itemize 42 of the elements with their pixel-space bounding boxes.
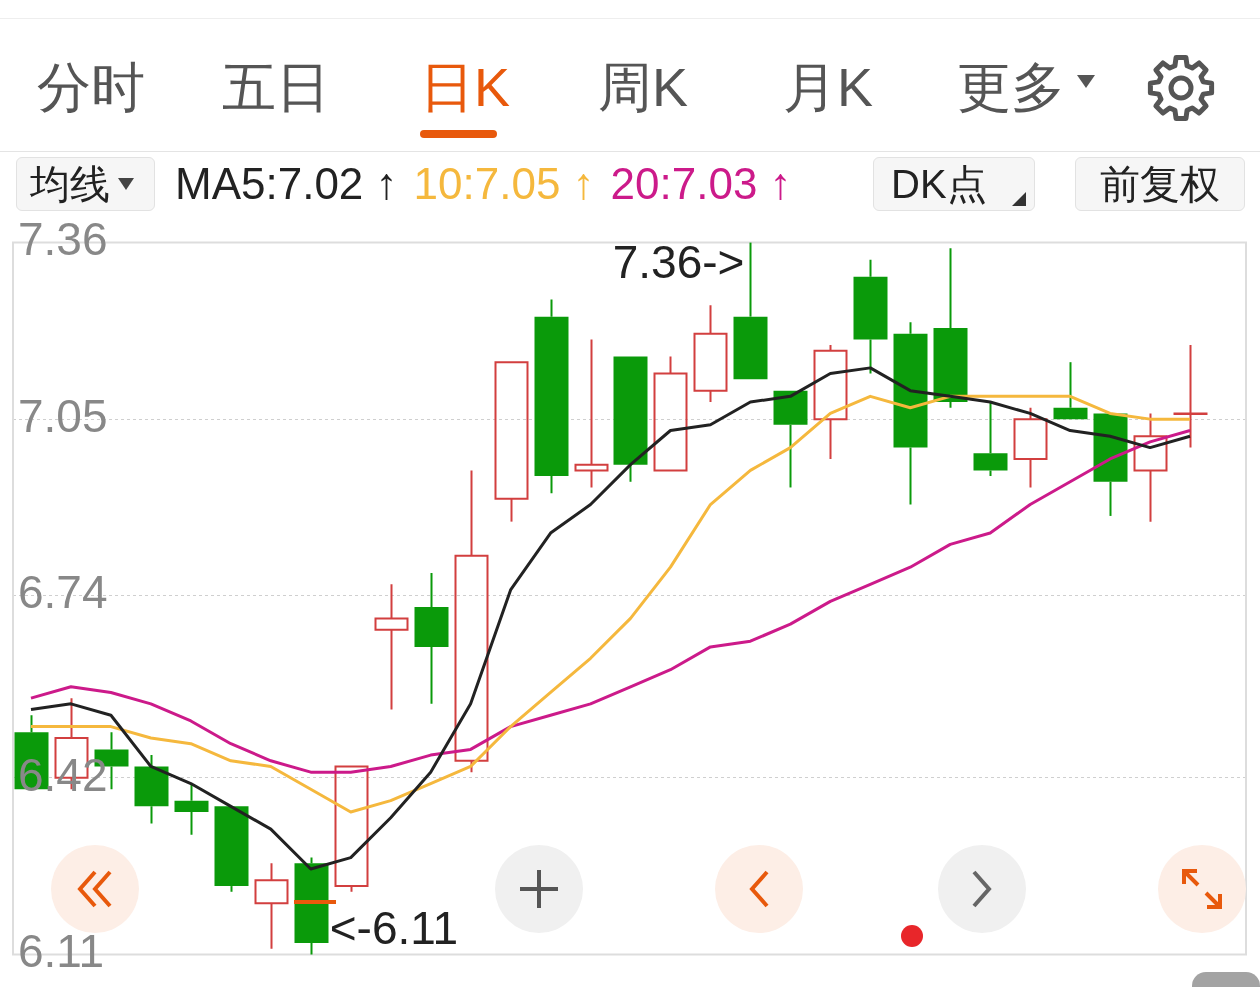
dropdown-button: 均线 xyxy=(16,157,155,211)
candlestick xyxy=(1133,412,1168,523)
tab-label: 周K xyxy=(598,58,689,116)
candlestick xyxy=(853,258,888,375)
candlestick xyxy=(613,356,648,483)
candlestick xyxy=(534,298,569,495)
text: MA5:7.02 ↑ xyxy=(175,159,398,209)
candlestick xyxy=(1173,344,1208,449)
candlestick xyxy=(334,765,369,893)
candlestick xyxy=(653,355,688,472)
tab-label: 分时 xyxy=(37,58,145,116)
candlestick xyxy=(294,856,329,956)
candlestick xyxy=(813,344,848,460)
tab-label: 更多 xyxy=(957,58,1065,116)
candlestick xyxy=(693,304,728,404)
candlestick xyxy=(374,583,409,711)
text: 10:7.05 ↑ xyxy=(413,159,595,209)
tab-label: 日K xyxy=(420,58,511,116)
annotation: 7.36-> xyxy=(612,236,745,289)
candlestick xyxy=(214,806,249,893)
tab-label: 五日 xyxy=(222,58,330,116)
adjustment-button: 前复权 xyxy=(1075,157,1245,211)
candlestick xyxy=(254,862,289,950)
tab-label: 月K xyxy=(783,58,874,116)
y-tick-label: 6.74 xyxy=(18,566,108,619)
candlestick xyxy=(414,571,449,705)
candlestick xyxy=(494,361,529,523)
candlestick xyxy=(134,754,169,825)
candlestick xyxy=(454,469,489,774)
candlestick xyxy=(574,338,609,489)
option-button: DK点 xyxy=(873,157,1035,211)
candlestick xyxy=(773,390,808,489)
y-tick-label: 7.05 xyxy=(18,389,108,442)
candlestick xyxy=(893,321,928,506)
candlestick xyxy=(973,401,1008,478)
candlestick xyxy=(1053,361,1088,420)
text: 20:7.03 ↑ xyxy=(610,159,792,209)
candlestick xyxy=(1013,406,1048,489)
candlestick xyxy=(933,247,968,409)
y-tick-label: 7.36 xyxy=(18,213,108,266)
y-tick-label: 6.11 xyxy=(18,925,105,978)
annotation: <-6.11 xyxy=(329,902,459,955)
